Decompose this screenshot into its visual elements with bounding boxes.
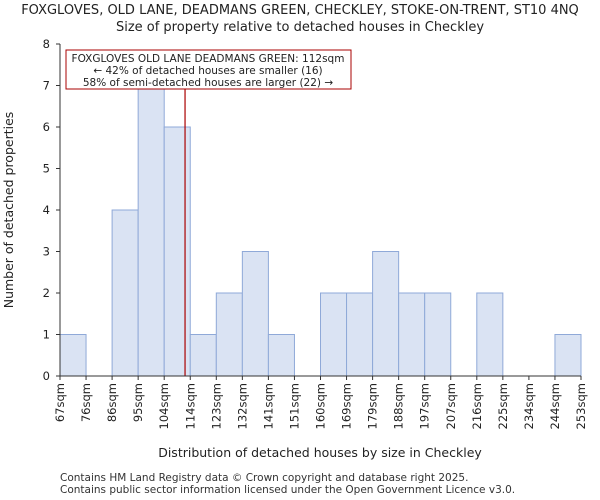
y-tick-label: 2: [43, 286, 50, 300]
bar-188sqm: [398, 292, 426, 377]
x-tick-label: 141sqm: [261, 383, 275, 429]
x-tick-label: 244sqm: [548, 383, 562, 429]
y-ticks-group: 0 1 2 3 4 5 6 7 8: [43, 37, 60, 383]
footer-line-1: Contains HM Land Registry data © Crown c…: [60, 472, 468, 484]
chart-title: FOXGLOVES, OLD LANE, DEADMANS GREEN, CHE…: [21, 3, 579, 18]
y-tick-label: 1: [43, 328, 50, 342]
annotation-line-2: ← 42% of detached houses are smaller (16…: [93, 65, 322, 77]
bar-95sqm: [137, 85, 165, 377]
x-tick-label: 216sqm: [470, 383, 484, 429]
bar-123sqm: [215, 292, 243, 377]
x-tick-label: 225sqm: [496, 383, 510, 429]
bar-244sqm: [554, 334, 582, 377]
bar-132sqm: [241, 251, 269, 377]
annotation-line-3: 58% of semi-detached houses are larger (…: [83, 77, 334, 89]
x-tick-label: 132sqm: [235, 383, 249, 429]
footer-line-2: Contains public sector information licen…: [60, 484, 515, 496]
y-tick-label: 3: [43, 245, 50, 259]
bar-67sqm: [59, 334, 87, 377]
x-tick-label: 95sqm: [131, 383, 145, 422]
bar-114sqm: [189, 334, 217, 377]
x-tick-label: 104sqm: [157, 383, 171, 429]
y-tick-label: 4: [43, 203, 50, 217]
x-tick-label: 160sqm: [314, 383, 328, 429]
x-tick-label: 179sqm: [366, 383, 380, 429]
x-tick-label: 86sqm: [105, 383, 119, 422]
bar-104sqm: [163, 126, 191, 377]
annotation-line-1: FOXGLOVES OLD LANE DEADMANS GREEN: 112sq…: [72, 53, 345, 65]
x-tick-label: 234sqm: [522, 383, 536, 429]
x-tick-label: 253sqm: [574, 383, 588, 429]
y-tick-label: 0: [43, 369, 50, 383]
y-tick-label: 6: [43, 120, 50, 134]
annotation-box: FOXGLOVES OLD LANE DEADMANS GREEN: 112sq…: [65, 49, 352, 90]
bar-141sqm: [267, 334, 295, 377]
x-tick-label: 197sqm: [418, 383, 432, 429]
x-tick-label: 188sqm: [392, 383, 406, 429]
bar-86sqm: [111, 209, 139, 377]
bar-160sqm: [320, 292, 348, 377]
y-tick-label: 8: [43, 37, 50, 51]
x-axis-label: Distribution of detached houses by size …: [158, 445, 482, 460]
bar-216sqm: [476, 292, 504, 377]
y-tick-label: 7: [43, 79, 50, 93]
x-tick-label: 207sqm: [444, 383, 458, 429]
bar-197sqm: [424, 292, 452, 377]
chart-subtitle: Size of property relative to detached ho…: [116, 20, 484, 35]
x-tick-label: 169sqm: [340, 383, 354, 429]
x-tick-label: 67sqm: [53, 383, 67, 422]
x-tick-label: 114sqm: [183, 383, 197, 429]
y-axis-label: Number of detached properties: [1, 112, 16, 309]
annotation-border: [65, 49, 352, 90]
bars-group: [59, 85, 582, 377]
bar-169sqm: [346, 292, 374, 377]
x-tick-label: 151sqm: [287, 383, 301, 429]
y-tick-label: 5: [43, 162, 50, 176]
x-ticks-group: 67sqm 76sqm 86sqm 95sqm 104sqm 114sqm 123sqm 13…: [53, 376, 588, 429]
x-tick-label: 76sqm: [79, 383, 93, 422]
bar-179sqm: [372, 251, 400, 377]
x-tick-label: 123sqm: [209, 383, 223, 429]
